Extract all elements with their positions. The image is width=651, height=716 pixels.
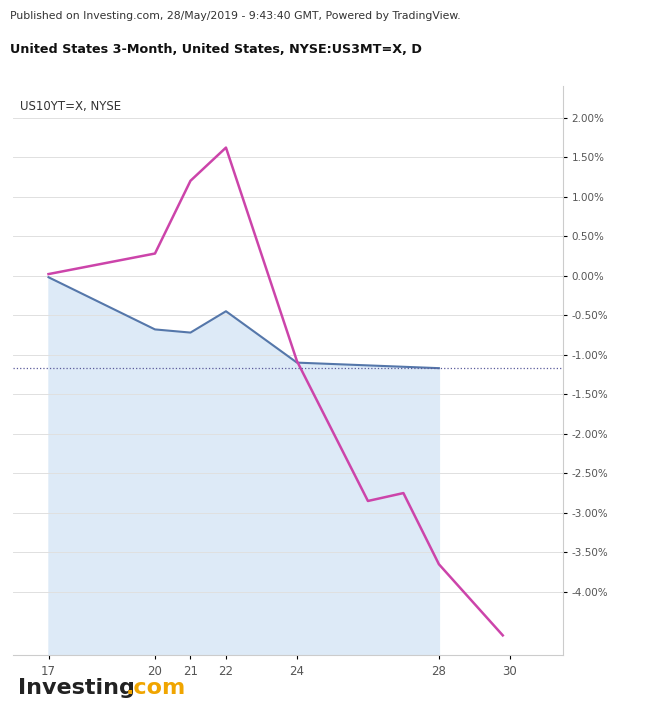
Text: Published on Investing.com, 28/May/2019 - 9:43:40 GMT, Powered by TradingView.: Published on Investing.com, 28/May/2019 … [10,11,460,21]
Text: US10YT=X, NYSE: US10YT=X, NYSE [20,100,120,113]
Text: .com: .com [126,678,186,698]
Text: -1.17%: -1.17% [571,363,613,373]
Text: -4.55%: -4.55% [571,630,613,640]
Text: Investing: Investing [18,678,135,698]
Text: United States 3-Month, United States, NYSE:US3MT=X, D: United States 3-Month, United States, NY… [10,43,422,57]
